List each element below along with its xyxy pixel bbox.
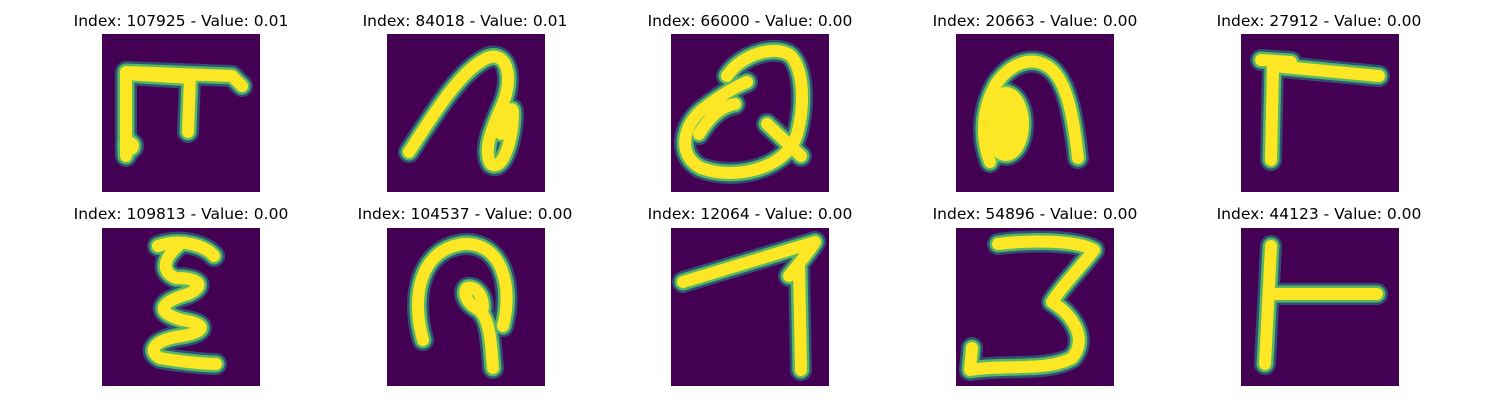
panel-title: Index: 107925 - Value: 0.01 <box>73 12 289 30</box>
panel-title: Index: 20663 - Value: 0.00 <box>932 12 1138 30</box>
panel-image <box>1241 228 1399 386</box>
panel-title: Index: 104537 - Value: 0.00 <box>357 205 573 223</box>
panel-title: Index: 84018 - Value: 0.01 <box>362 12 568 30</box>
panel-image <box>387 34 545 192</box>
panel-image <box>956 228 1114 386</box>
panel-image <box>1241 34 1399 192</box>
panel-image <box>102 34 260 192</box>
panel-title: Index: 109813 - Value: 0.00 <box>73 205 289 223</box>
panel-title: Index: 44123 - Value: 0.00 <box>1216 205 1422 223</box>
panel-image <box>387 228 545 386</box>
panel-image <box>956 34 1114 192</box>
panel-image <box>671 228 829 386</box>
panel-title: Index: 12064 - Value: 0.00 <box>647 205 853 223</box>
panel-image <box>671 34 829 192</box>
panel-title: Index: 66000 - Value: 0.00 <box>647 12 853 30</box>
panel-title: Index: 27912 - Value: 0.00 <box>1216 12 1422 30</box>
panel-image <box>102 228 260 386</box>
panel-title: Index: 54896 - Value: 0.00 <box>932 205 1138 223</box>
